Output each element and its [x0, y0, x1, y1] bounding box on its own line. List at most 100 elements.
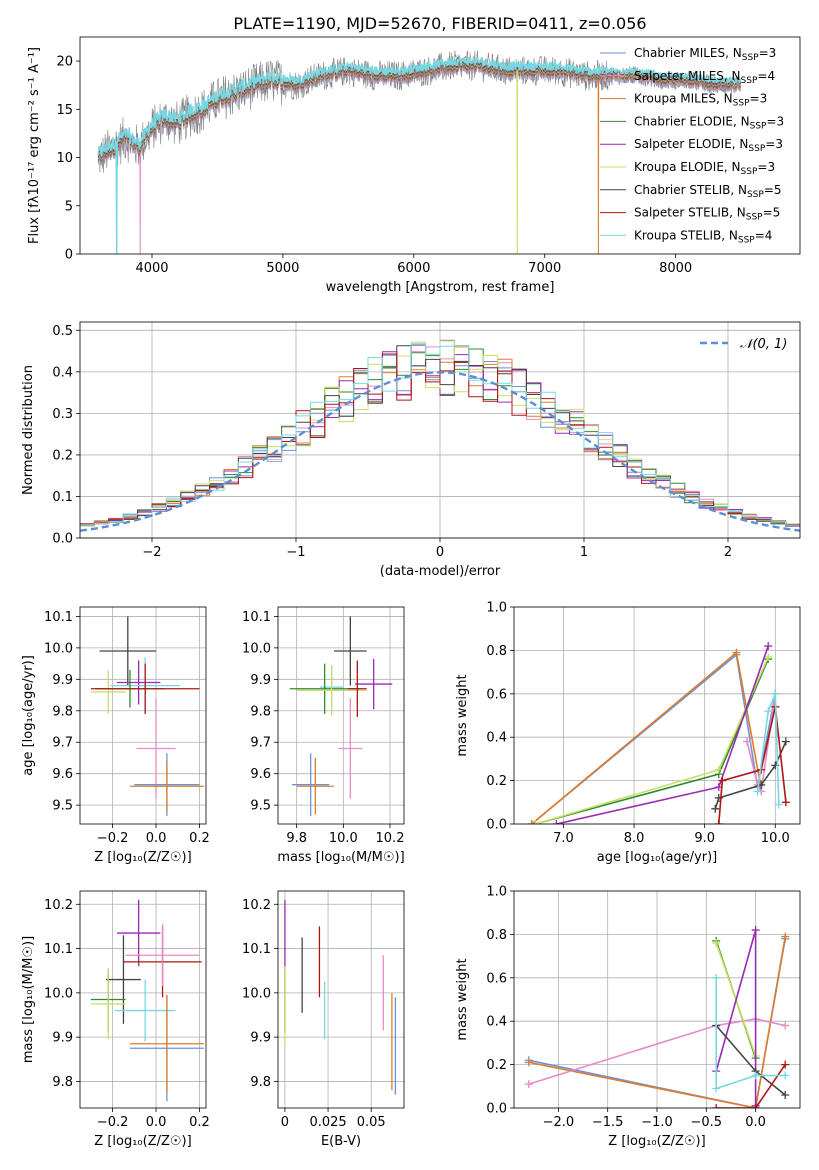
y-tick-label: 9.5 — [250, 799, 271, 814]
axes-frame — [79, 890, 207, 1109]
y-tick-label: 10.0 — [44, 641, 73, 656]
x-tick-label: 0.025 — [309, 1115, 346, 1130]
y-tick-label: 9.9 — [250, 673, 271, 688]
x-tick-label: 9.0 — [694, 831, 715, 846]
mass-weight-line — [715, 977, 786, 1090]
legend-entry: Kroupa MILES, NSSP=3 — [634, 92, 767, 109]
y-tick-label: 0.2 — [52, 448, 73, 463]
y-tick-label: 10.1 — [242, 942, 271, 957]
y-tick-label: 9.9 — [250, 1031, 271, 1046]
y-tick-label: 0.2 — [486, 1058, 507, 1073]
y-tick-label: 0.0 — [486, 1102, 507, 1117]
x-tick-label: 10.0 — [329, 831, 358, 846]
plot-area-weight-vs-age — [527, 642, 790, 824]
y-tick-label: 10 — [56, 151, 73, 166]
chart-title: PLATE=1190, MJD=52670, FIBERID=0411, z=0… — [233, 14, 646, 33]
mass-weight-marker — [712, 939, 721, 948]
mass-weight-marker — [764, 652, 773, 661]
x-tick-label: 6000 — [397, 261, 430, 276]
mass-weight-line — [556, 645, 769, 824]
x-tick-label: 0 — [281, 1115, 289, 1130]
mass-weight-marker — [712, 1104, 721, 1108]
mass-weight-marker — [781, 932, 790, 941]
x-axis-label: (data-model)/error — [380, 564, 501, 579]
mass-weight-marker — [711, 804, 720, 813]
y-tick-label: 1.0 — [486, 885, 507, 900]
mass-weight-marker — [753, 787, 762, 796]
legend-entry: Salpeter STELIB, NSSP=5 — [634, 206, 780, 223]
y-tick-label: 0.6 — [486, 971, 507, 986]
mass-weight-marker — [718, 776, 727, 785]
legend-entry: Salpeter ELODIE, NSSP=3 — [634, 137, 783, 154]
x-tick-label: 0.0 — [146, 831, 167, 846]
x-tick-label: −0.5 — [691, 1115, 723, 1130]
mass-weight-marker — [764, 707, 773, 716]
grid-layer — [80, 322, 800, 1109]
mass-weight-marker — [781, 1090, 790, 1099]
y-tick-label: 9.8 — [52, 1075, 73, 1090]
model-spectrum-line — [97, 59, 742, 254]
axes-frame — [277, 606, 405, 825]
y-tick-label: 0.4 — [486, 1015, 507, 1030]
y-tick-label: 0.6 — [486, 687, 507, 702]
x-tick-label: −2 — [142, 545, 161, 560]
plot-area-mass-vs-ebv — [284, 899, 397, 1095]
y-tick-label: 0.0 — [486, 818, 507, 833]
y-axis-label: age [log₁₀(age/yr)] — [21, 655, 36, 776]
x-axis-label: wavelength [Angstrom, rest frame] — [326, 280, 555, 295]
mass-weight-marker — [751, 926, 760, 935]
x-tick-label: 0 — [436, 545, 444, 560]
y-tick-label: 0.1 — [52, 490, 73, 505]
mass-weight-line — [746, 693, 777, 794]
legend-entry: Kroupa ELODIE, NSSP=3 — [634, 160, 775, 177]
y-axis-label: mass weight — [455, 958, 470, 1040]
legend-entry: Chabrier ELODIE, NSSP=3 — [634, 114, 784, 131]
y-tick-label: 1.0 — [486, 601, 507, 616]
y-tick-label: 0.8 — [486, 644, 507, 659]
x-tick-label: 0.05 — [357, 1115, 386, 1130]
x-axis-label: Z [log₁₀(Z/Z☉)] — [94, 1134, 191, 1149]
mass-weight-line — [756, 693, 780, 805]
legend-entry: Chabrier STELIB, NSSP=5 — [634, 183, 782, 200]
legend-entry: Chabrier MILES, NSSP=3 — [634, 46, 776, 63]
x-tick-label: 10.2 — [376, 831, 405, 846]
x-tick-label: 0.0 — [745, 1115, 766, 1130]
mass-weight-marker — [781, 737, 790, 746]
mass-weight-line — [531, 653, 777, 824]
x-tick-label: 7.0 — [553, 831, 574, 846]
y-tick-label: 0.8 — [486, 928, 507, 943]
mass-weight-marker — [524, 1058, 533, 1067]
mass-weight-line — [534, 658, 769, 824]
x-axis-label: age [log₁₀(age/yr)] — [597, 850, 718, 865]
mass-weight-marker — [712, 1084, 721, 1093]
mass-weight-marker — [774, 800, 783, 809]
mass-weight-marker — [552, 820, 561, 824]
mass-weight-marker — [781, 1060, 790, 1069]
y-tick-label: 9.6 — [250, 767, 271, 782]
x-tick-label: 0.0 — [146, 1115, 167, 1130]
legend-entry: Kroupa STELIB, NSSP=4 — [634, 228, 772, 245]
axes-frame — [79, 321, 801, 539]
x-tick-label: −1.0 — [641, 1115, 673, 1130]
y-tick-label: 9.7 — [250, 736, 271, 751]
mass-weight-marker — [732, 648, 741, 657]
mass-weight-marker — [743, 737, 752, 746]
y-axis-label: Normed distribution — [21, 365, 36, 495]
plot-area-residuals — [80, 339, 800, 532]
x-tick-label: 10.0 — [761, 831, 790, 846]
y-tick-label: 10.0 — [242, 986, 271, 1001]
y-tick-label: 0.3 — [52, 407, 73, 422]
x-tick-label: −1.5 — [592, 1115, 624, 1130]
y-tick-label: 0.0 — [52, 532, 73, 547]
y-tick-label: 10.1 — [242, 610, 271, 625]
mass-weight-marker — [781, 1071, 790, 1080]
y-tick-label: 0.2 — [486, 774, 507, 789]
y-axis-label: Flux [fλ10⁻¹⁷ erg cm⁻² s⁻¹ A⁻¹] — [27, 47, 42, 244]
y-tick-label: 9.8 — [52, 704, 73, 719]
y-tick-label: 9.9 — [52, 1031, 73, 1046]
axes-layer — [76, 36, 801, 1112]
residual-histogram — [80, 343, 800, 529]
y-tick-label: 20 — [56, 55, 73, 70]
x-axis-label: Z [log₁₀(Z/Z☉)] — [94, 850, 191, 865]
